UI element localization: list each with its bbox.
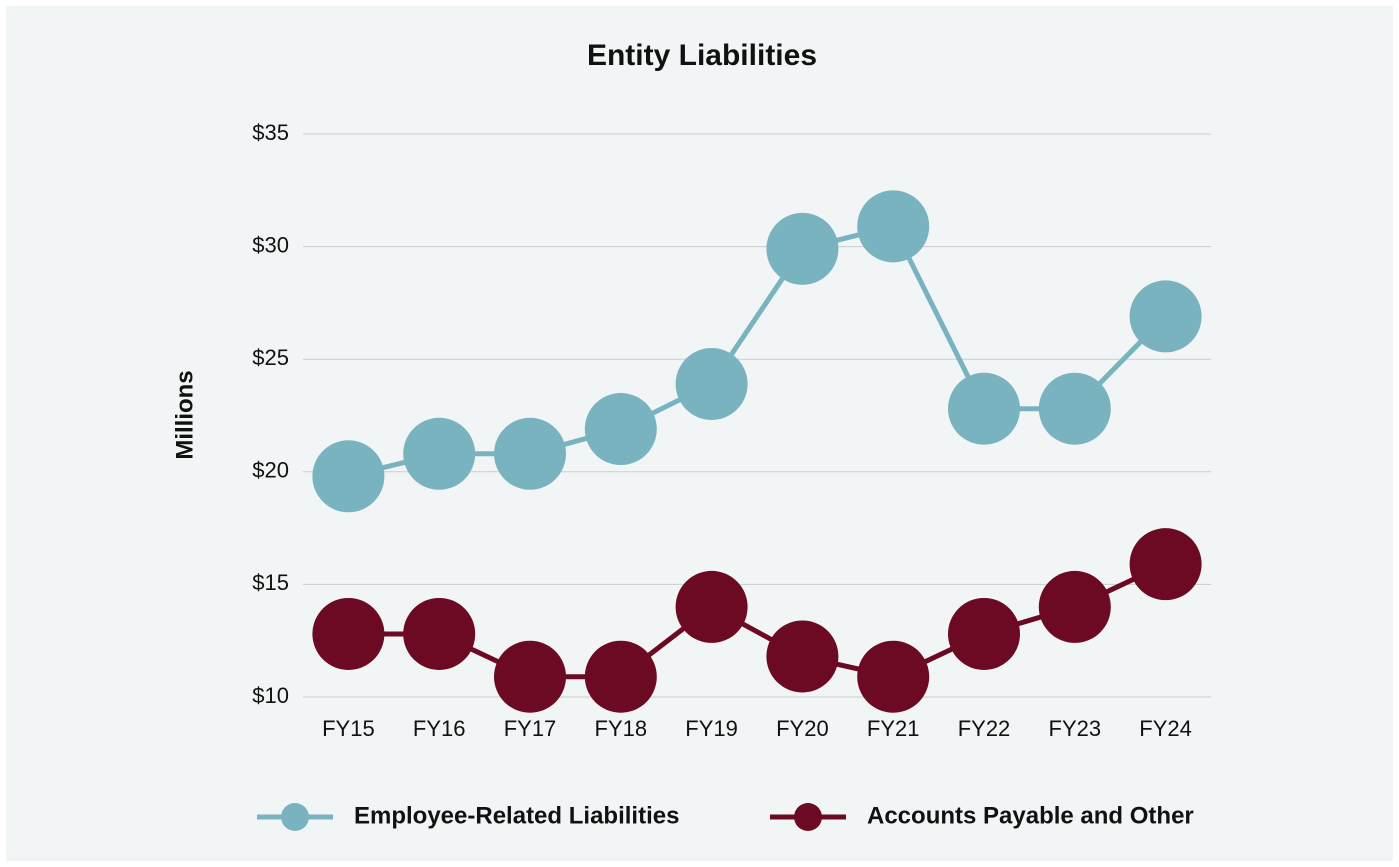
point-marker	[948, 372, 1020, 445]
point-marker	[857, 190, 930, 263]
legend-label: Accounts Payable and Other	[867, 802, 1194, 829]
series-line	[347, 223, 1168, 479]
point-marker	[1129, 528, 1202, 601]
y-tick-label: $30	[252, 232, 289, 257]
point-marker	[403, 597, 476, 670]
point-marker	[675, 347, 748, 420]
x-tick-label: FY15	[322, 716, 375, 741]
legend-marker	[794, 803, 822, 831]
x-tick-label: FY19	[685, 716, 738, 741]
x-tick-label: FY21	[867, 716, 920, 741]
y-tick-label: $15	[252, 570, 289, 595]
y-axis-label: Millions	[171, 370, 198, 459]
x-tick-label: FY20	[776, 716, 829, 741]
x-tick-label: FY23	[1049, 716, 1102, 741]
point-marker	[1129, 280, 1202, 353]
y-tick-label: $10	[252, 683, 289, 708]
point-marker	[675, 570, 748, 643]
point-marker	[584, 640, 657, 713]
point-marker	[494, 640, 566, 713]
x-tick-label: FY18	[595, 716, 648, 741]
point-marker	[857, 640, 930, 713]
legend-label: Employee-Related Liabilities	[354, 802, 679, 829]
chart-title: Entity Liabilities	[587, 39, 817, 72]
point-marker	[948, 597, 1020, 670]
x-tick-label: FY24	[1139, 716, 1192, 741]
x-tick-label: FY16	[413, 716, 466, 741]
legend-marker	[281, 803, 309, 831]
point-marker	[584, 393, 657, 466]
point-marker	[312, 597, 385, 670]
point-marker	[494, 417, 566, 490]
point-marker	[766, 620, 839, 693]
series-line	[348, 561, 1167, 680]
y-tick-label: $20	[252, 458, 289, 483]
background	[6, 6, 1393, 861]
x-tick-label: FY17	[504, 716, 557, 741]
y-tick-label: $25	[252, 345, 289, 370]
point-marker	[403, 417, 476, 490]
y-tick-label: $35	[252, 120, 289, 145]
x-tick-label: FY22	[958, 716, 1011, 741]
point-marker	[1038, 570, 1111, 643]
point-marker	[766, 212, 839, 285]
point-marker	[312, 440, 385, 513]
point-marker	[1038, 372, 1111, 445]
